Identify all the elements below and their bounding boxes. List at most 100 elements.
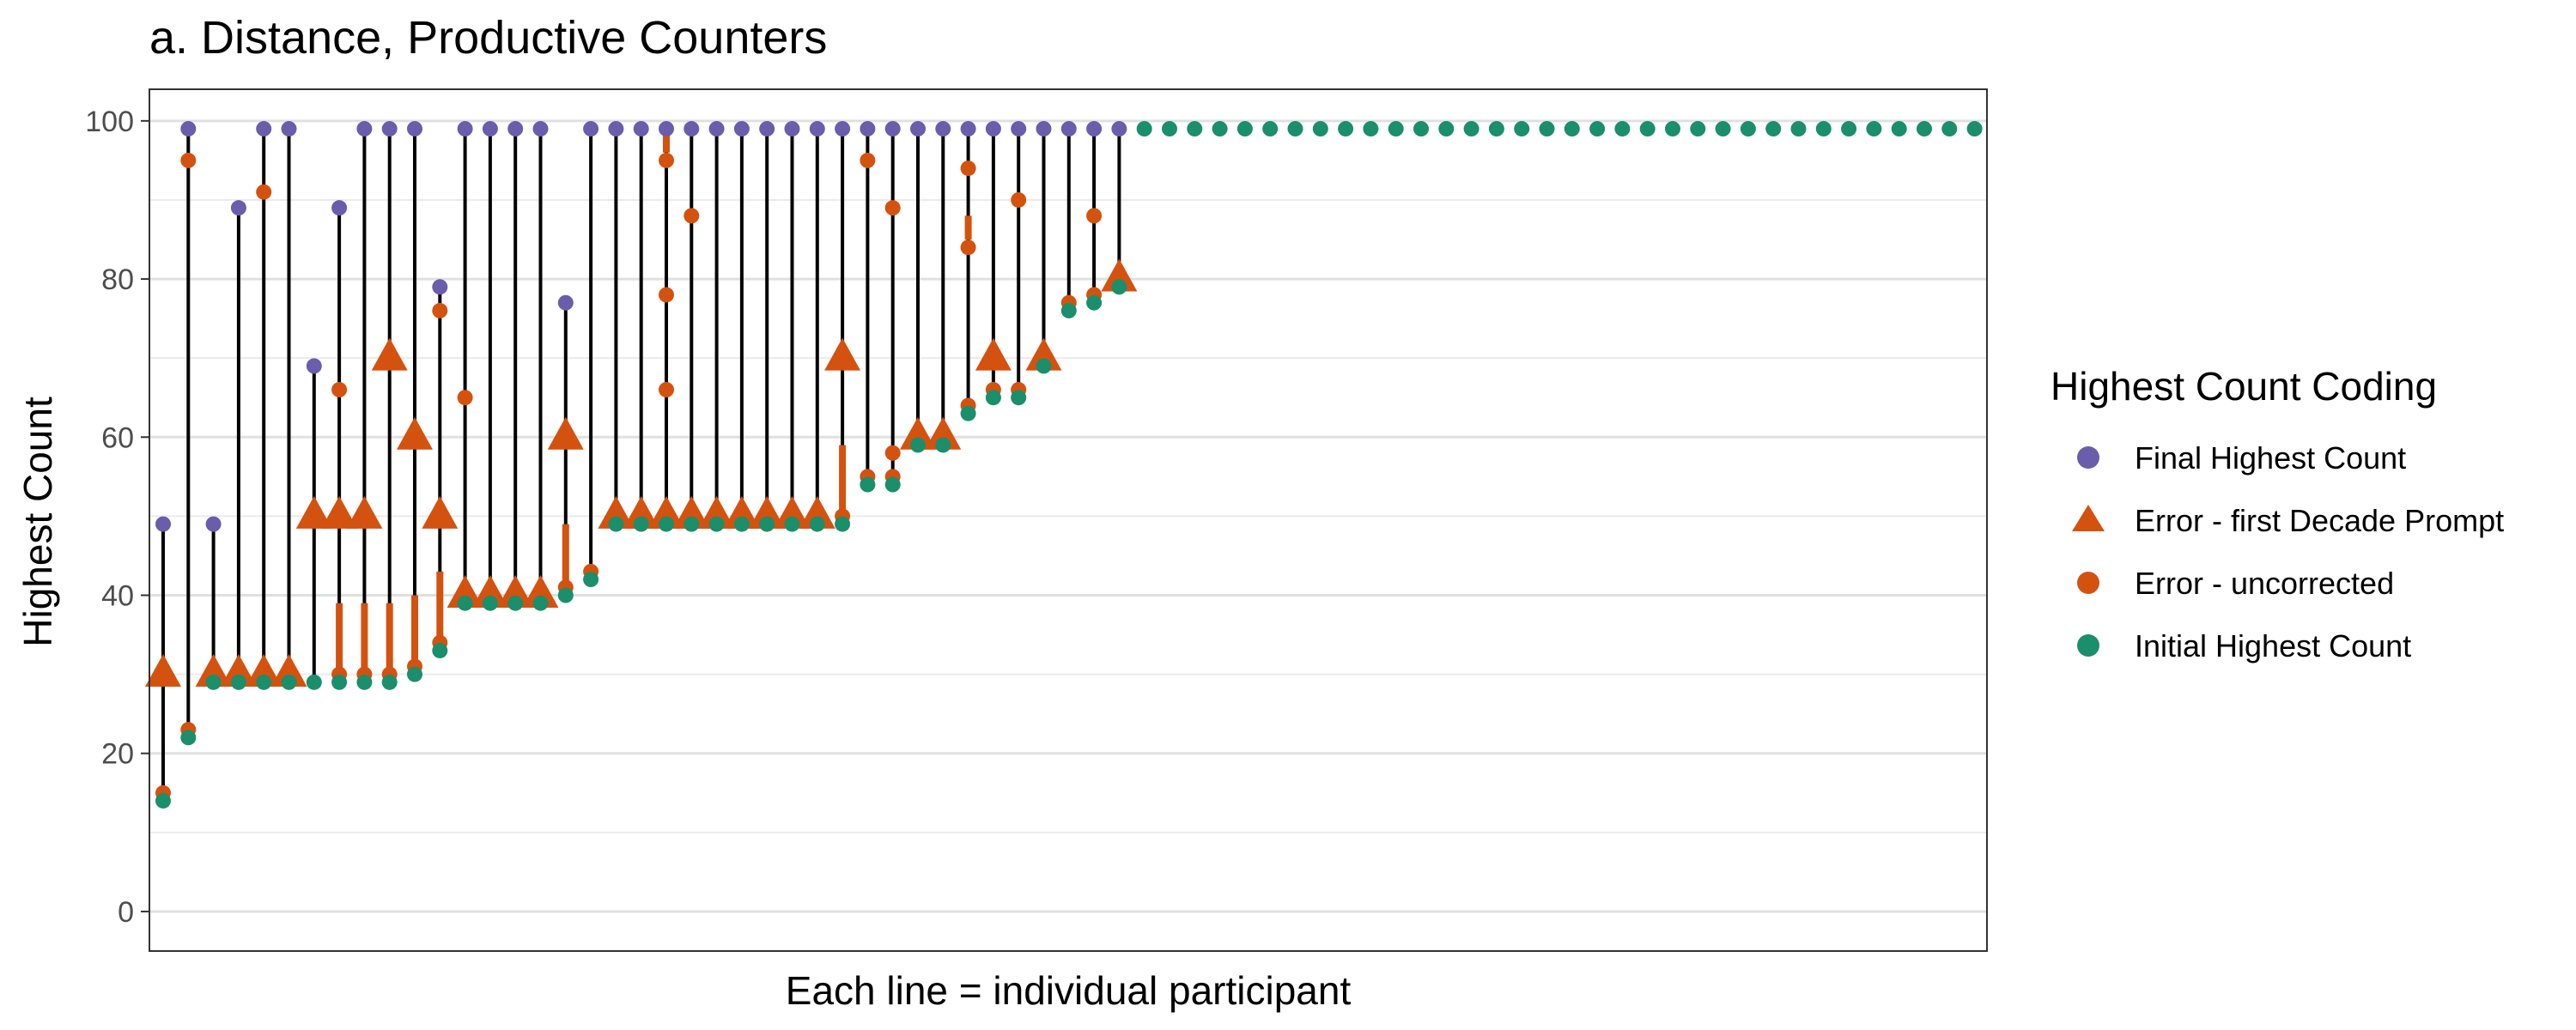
error-uncorrected-point bbox=[331, 382, 348, 398]
y-tick-label: 40 bbox=[101, 580, 134, 613]
participant-54 bbox=[1488, 121, 1504, 137]
participant-17 bbox=[547, 294, 584, 603]
error-decade-prompt-point bbox=[397, 416, 433, 450]
error-uncorrected-point bbox=[884, 200, 901, 216]
final-highest-count-point bbox=[507, 121, 524, 137]
participant-43 bbox=[1212, 121, 1228, 137]
initial-highest-count-point bbox=[935, 437, 951, 453]
initial-highest-count-point bbox=[1060, 302, 1077, 318]
error-uncorrected-point bbox=[960, 161, 976, 177]
initial-highest-count-point bbox=[910, 437, 926, 453]
initial-highest-count-point bbox=[985, 390, 1001, 406]
final-highest-count-point bbox=[985, 121, 1001, 137]
participant-1 bbox=[145, 516, 181, 809]
final-highest-count-point bbox=[960, 121, 976, 137]
participant-34 bbox=[975, 121, 1012, 406]
error-uncorrected-point bbox=[960, 239, 976, 256]
final-highest-count-point bbox=[381, 121, 398, 137]
participant-27 bbox=[799, 121, 835, 532]
participant-41 bbox=[1162, 121, 1177, 137]
legend-symbol bbox=[2077, 446, 2099, 469]
initial-highest-count-point bbox=[1111, 279, 1127, 295]
initial-highest-count-point bbox=[1488, 121, 1504, 137]
participant-72 bbox=[1941, 121, 1958, 137]
participant-35 bbox=[1011, 121, 1027, 406]
participant-45 bbox=[1262, 121, 1279, 137]
initial-highest-count-point bbox=[1790, 121, 1807, 137]
error-decade-prompt-point bbox=[522, 574, 559, 608]
initial-highest-count-point bbox=[1891, 121, 1907, 137]
error-uncorrected-point bbox=[860, 152, 876, 168]
participant-51 bbox=[1413, 121, 1429, 137]
participant-2 bbox=[180, 121, 197, 746]
error-uncorrected-point bbox=[180, 152, 197, 168]
participant-22 bbox=[673, 121, 710, 532]
initial-highest-count-point bbox=[507, 595, 524, 611]
error-decade-prompt-point bbox=[447, 574, 483, 608]
final-highest-count-point bbox=[532, 121, 549, 137]
initial-highest-count-point bbox=[1715, 121, 1731, 137]
participant-16 bbox=[522, 121, 559, 611]
error-uncorrected-point bbox=[884, 445, 901, 461]
initial-highest-count-point bbox=[1564, 121, 1580, 137]
final-highest-count-point bbox=[432, 279, 448, 295]
error-decade-prompt-point bbox=[698, 495, 735, 529]
final-highest-count-point bbox=[733, 121, 750, 137]
initial-highest-count-point bbox=[633, 516, 649, 532]
error-decade-prompt-point bbox=[925, 416, 962, 450]
participant-60 bbox=[1639, 121, 1656, 137]
legend-label: Final Highest Count bbox=[2135, 440, 2406, 476]
error-decade-prompt-point bbox=[623, 495, 659, 529]
participant-28 bbox=[824, 121, 861, 532]
initial-highest-count-point bbox=[1966, 121, 1983, 137]
participant-47 bbox=[1312, 121, 1328, 137]
participant-37 bbox=[1060, 121, 1077, 318]
initial-highest-count-point bbox=[381, 674, 398, 690]
y-tick-label: 60 bbox=[101, 421, 134, 454]
final-highest-count-point bbox=[583, 121, 599, 137]
error-decade-prompt-point bbox=[346, 495, 383, 529]
participant-48 bbox=[1338, 121, 1354, 137]
initial-highest-count-point bbox=[1866, 121, 1882, 137]
initial-highest-count-point bbox=[230, 674, 246, 690]
participant-39 bbox=[1101, 121, 1138, 295]
participant-70 bbox=[1891, 121, 1907, 137]
legend-title: Highest Count Coding bbox=[2050, 364, 2437, 409]
participant-12 bbox=[422, 279, 459, 658]
participant-23 bbox=[698, 121, 735, 532]
error-decade-prompt-point bbox=[799, 495, 835, 529]
participant-56 bbox=[1539, 121, 1555, 137]
participant-68 bbox=[1841, 121, 1857, 137]
final-highest-count-point bbox=[356, 121, 373, 137]
final-highest-count-point bbox=[180, 121, 197, 137]
participant-36 bbox=[1025, 121, 1062, 374]
error-uncorrected-point bbox=[256, 184, 272, 200]
final-highest-count-point bbox=[1086, 121, 1103, 137]
initial-highest-count-point bbox=[1413, 121, 1429, 137]
error-uncorrected-point bbox=[659, 152, 674, 168]
final-highest-count-point bbox=[708, 121, 725, 137]
error-decade-prompt-point bbox=[422, 495, 459, 529]
participant-49 bbox=[1363, 121, 1379, 137]
participant-67 bbox=[1815, 121, 1832, 137]
error-decade-prompt-point bbox=[246, 654, 283, 688]
y-tick-label: 0 bbox=[118, 896, 134, 929]
initial-highest-count-point bbox=[583, 572, 599, 588]
final-highest-count-point bbox=[557, 294, 574, 311]
initial-highest-count-point bbox=[1162, 121, 1177, 137]
error-uncorrected-point bbox=[457, 390, 473, 406]
legend-symbol bbox=[2077, 634, 2099, 657]
initial-highest-count-point bbox=[1388, 121, 1404, 137]
initial-highest-count-point bbox=[457, 595, 473, 611]
final-highest-count-point bbox=[205, 516, 222, 532]
initial-highest-count-point bbox=[407, 666, 422, 682]
final-highest-count-point bbox=[910, 121, 926, 137]
initial-highest-count-point bbox=[884, 476, 901, 493]
y-axis-ticks: 0 20 40 60 80 100 bbox=[85, 106, 149, 929]
legend-item-final: Final Highest Count bbox=[2077, 440, 2406, 476]
error-decade-prompt-point bbox=[975, 337, 1012, 371]
final-highest-count-point bbox=[884, 121, 901, 137]
participant-31 bbox=[900, 121, 936, 453]
initial-highest-count-point bbox=[256, 674, 272, 690]
initial-highest-count-point bbox=[1438, 121, 1455, 137]
